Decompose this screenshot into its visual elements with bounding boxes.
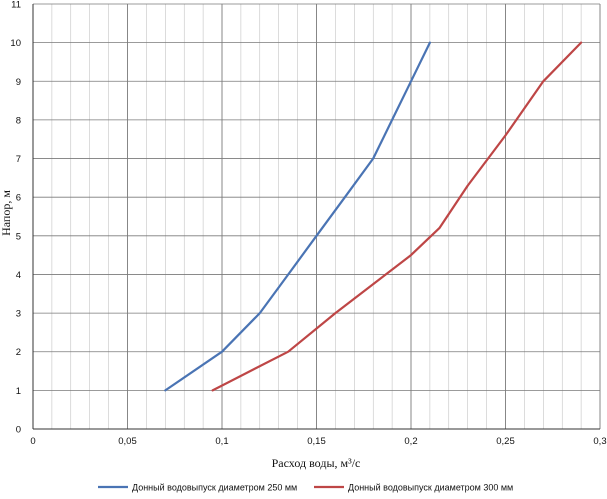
x-tick-label: 0,25 <box>496 436 515 447</box>
y-tick-label: 6 <box>16 193 21 204</box>
legend-label: Донный водовыпуск диаметром 250 мм <box>132 483 297 493</box>
x-tick-label: 0,1 <box>215 436 228 447</box>
y-tick-label: 10 <box>10 38 21 49</box>
y-tick-label: 9 <box>16 77 21 88</box>
tick-labels: 0 0,05 0,1 0,15 0,2 0,25 0,3 0 1 2 3 4 5 6 7 8 9 10 11 <box>10 0 606 447</box>
x-tick-label: 0 <box>30 436 35 447</box>
y-tick-label: 11 <box>11 0 21 11</box>
x-tick-label: 0,15 <box>307 436 326 447</box>
y-tick-label: 8 <box>16 115 21 126</box>
y-axis-title: Напор, м <box>0 190 13 236</box>
y-tick-label: 5 <box>16 231 21 242</box>
y-tick-label: 7 <box>16 154 21 165</box>
series-line-2 <box>211 41 583 392</box>
grid <box>32 3 601 430</box>
x-tick-label: 0,3 <box>593 436 606 447</box>
legend-label: Донный водовыпуск диаметром 300 мм <box>348 483 513 493</box>
y-tick-label: 1 <box>16 386 21 397</box>
y-tick-label: 3 <box>16 309 21 320</box>
y-tick-label: 4 <box>16 270 21 281</box>
x-tick-label: 0,05 <box>118 436 137 447</box>
legend: Донный водовыпуск диаметром 250 мм Донный… <box>98 483 513 493</box>
series-lines <box>164 41 583 392</box>
y-tick-label: 0 <box>16 425 21 436</box>
y-tick-label: 2 <box>16 347 21 358</box>
x-axis-title: Расход воды, м³/с <box>272 456 361 470</box>
series-line-1 <box>164 41 431 392</box>
x-tick-label: 0,2 <box>404 436 417 447</box>
axes <box>32 4 600 430</box>
